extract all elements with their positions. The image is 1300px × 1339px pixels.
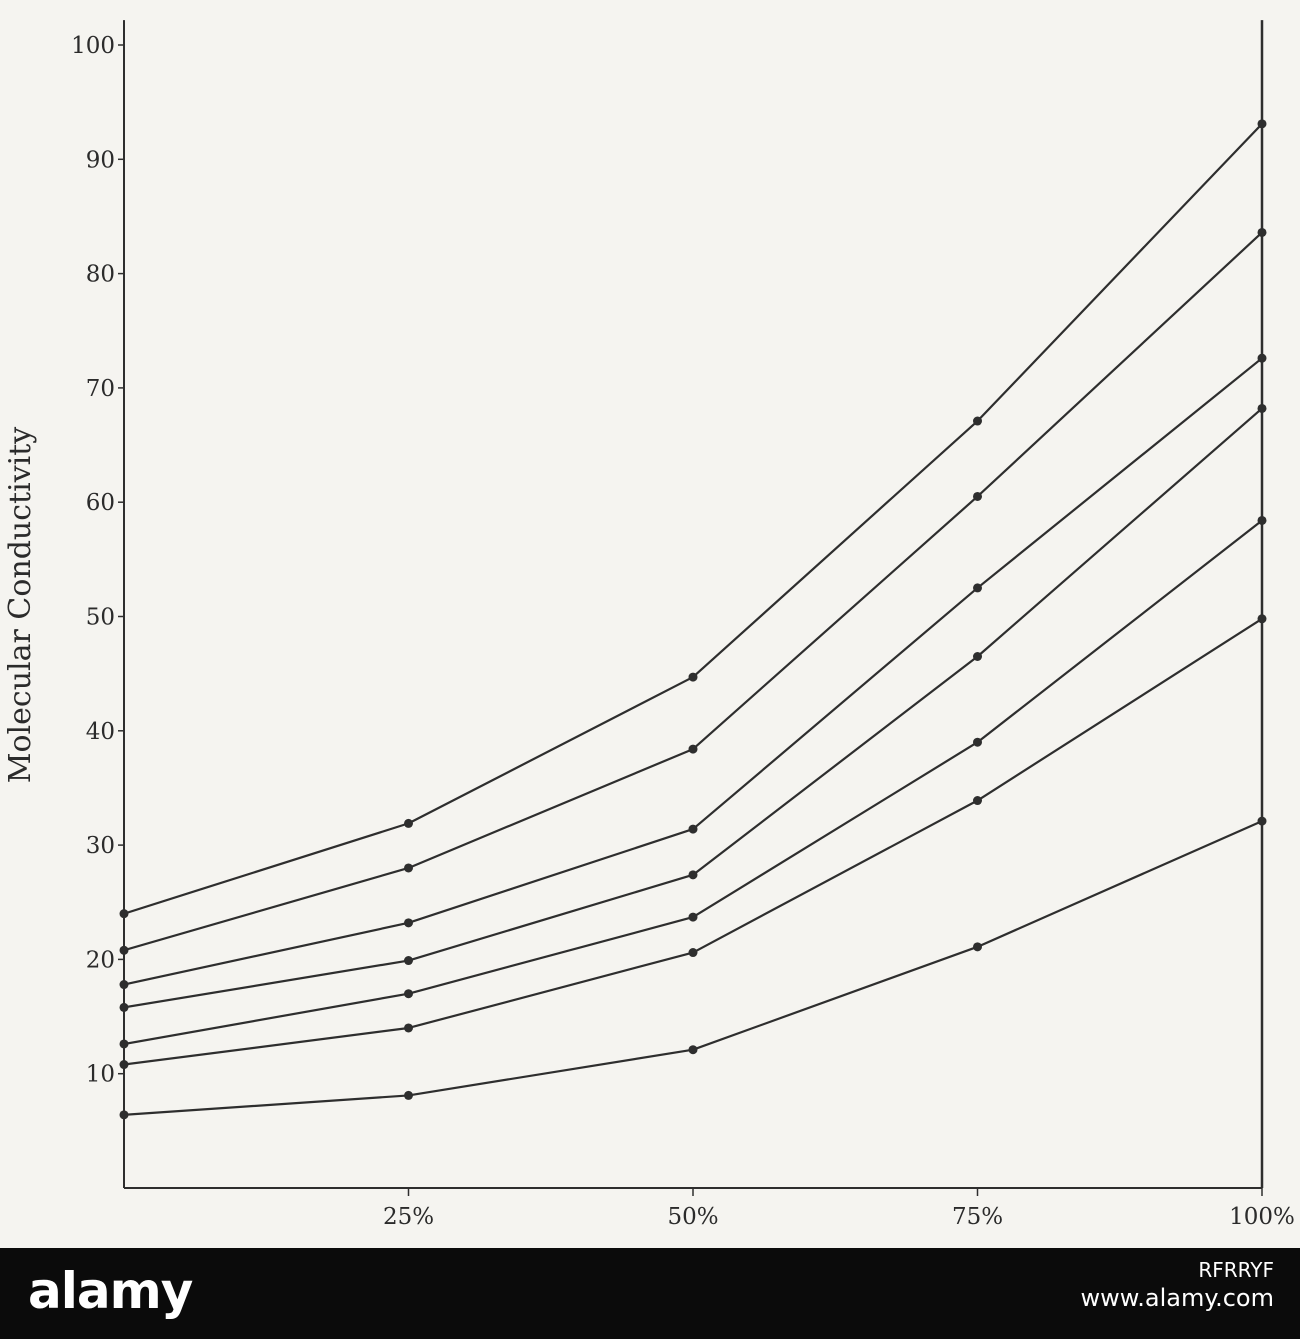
data-point [973, 796, 982, 806]
data-point [404, 863, 413, 873]
data-point [1257, 119, 1267, 129]
data-point [973, 416, 982, 426]
data-point [119, 945, 129, 955]
data-point [1257, 353, 1267, 363]
x-axis-ticks: 25% 50% 75% 100% [383, 1188, 1295, 1230]
data-point [404, 956, 413, 966]
data-point [119, 909, 129, 919]
y-axis-title: Molecular Conductivity [3, 427, 38, 784]
data-point [1257, 816, 1267, 826]
series-lines [119, 119, 1267, 1120]
series-line [123, 617, 1263, 1066]
y-tick-label: 80 [86, 262, 115, 288]
data-point [119, 980, 129, 990]
series-line [123, 820, 1263, 1116]
y-tick-label: 40 [86, 719, 115, 745]
image-code: RFRRYF [1198, 1258, 1274, 1282]
data-point [688, 870, 698, 880]
data-point [688, 912, 698, 922]
data-point [688, 824, 698, 834]
y-tick-label: 90 [86, 147, 115, 173]
data-point [119, 1039, 129, 1049]
series-line [123, 357, 1263, 986]
series-4 [119, 403, 1267, 1012]
x-tick-label: 100% [1229, 1204, 1295, 1230]
data-point [688, 744, 698, 754]
alamy-logo: alamy [28, 1262, 193, 1320]
y-axis-ticks: 10 20 30 40 50 60 70 80 90 100 [71, 33, 124, 1088]
x-tick-label: 75% [952, 1204, 1003, 1230]
y-tick-label: 60 [86, 490, 115, 516]
y-tick-label: 70 [86, 376, 115, 402]
data-point [688, 1045, 698, 1055]
data-point [973, 737, 982, 747]
y-tick-label: 20 [86, 947, 115, 973]
data-point [1257, 227, 1267, 237]
series-line [123, 231, 1263, 952]
data-point [404, 989, 413, 999]
series-line [123, 519, 1263, 1046]
data-point [404, 918, 413, 928]
series-7 [119, 816, 1267, 1120]
line-chart: 10 20 30 40 50 60 70 80 90 100 25% 50% 75% 100% Mole… [3, 20, 1295, 1230]
x-tick-label: 25% [383, 1204, 434, 1230]
data-point [688, 948, 698, 958]
data-point [688, 672, 698, 682]
banner-url: www.alamy.com [1080, 1284, 1274, 1312]
series-6 [119, 614, 1267, 1070]
y-tick-label: 50 [86, 605, 115, 631]
y-tick-label: 100 [71, 33, 115, 59]
data-point [1257, 614, 1267, 624]
data-point [973, 583, 982, 593]
series-5 [119, 515, 1267, 1049]
data-point [404, 1023, 413, 1033]
y-tick-label: 30 [86, 833, 115, 859]
data-point [1257, 515, 1267, 525]
series-2 [119, 227, 1267, 955]
data-point [404, 818, 413, 828]
data-point [973, 942, 982, 952]
data-point [1257, 403, 1267, 413]
data-point [404, 1090, 413, 1100]
y-tick-label: 10 [86, 1062, 115, 1088]
series-line [123, 123, 1263, 915]
data-point [119, 1060, 129, 1070]
stock-photo-banner: alamy RFRRYF www.alamy.com [0, 1248, 1300, 1339]
series-3 [119, 353, 1267, 990]
data-point [973, 652, 982, 662]
series-1 [119, 119, 1267, 919]
data-point [119, 1110, 129, 1120]
data-point [119, 1002, 129, 1012]
image-id-block: RFRRYF www.alamy.com [1081, 1258, 1274, 1313]
data-point [973, 491, 982, 501]
x-tick-label: 50% [667, 1204, 718, 1230]
